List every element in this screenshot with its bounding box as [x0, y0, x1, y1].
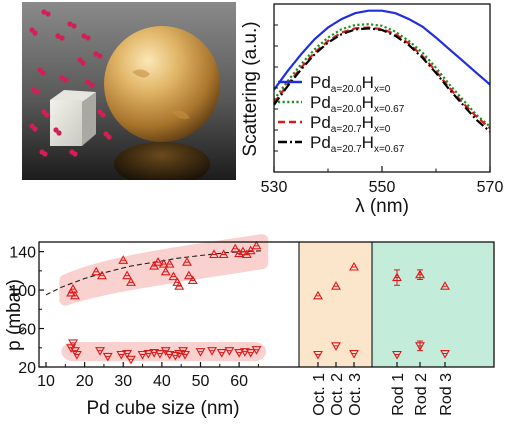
legend-entry-4: Pda=20.7Hx=0.67: [310, 133, 405, 155]
cube-data-glow: [59, 234, 269, 362]
pressure-x-axis-label: Pd cube size (nm): [86, 398, 239, 419]
legend-subscript: a=20.7: [331, 144, 362, 155]
legend-entry-2: Pda=20.0Hx=0.67: [310, 93, 405, 115]
hydrogen-molecules: [29, 9, 112, 157]
gold-sphere: [104, 26, 220, 142]
pressure-y-tick-label: 140: [9, 245, 36, 262]
category-absorption-point: [392, 272, 402, 282]
cube-absorption-point: [126, 277, 136, 286]
legend-mid: H: [362, 133, 374, 152]
legend-subscript: a=20.0: [331, 84, 362, 95]
pressure-x-tick-label: 20: [76, 373, 94, 390]
legend-mid: H: [362, 93, 374, 112]
cube-absorption-point: [182, 257, 192, 266]
cube-desorption-point: [95, 347, 106, 356]
cube-absorption-point: [245, 245, 256, 255]
spectra-x-tick-label: 530: [261, 179, 288, 196]
cube-absorption-point: [97, 270, 107, 280]
pressure-y-tick-label: 60: [18, 322, 36, 339]
cube-desorption-point: [207, 347, 218, 356]
legend-base: Pd: [310, 113, 331, 132]
legend-subscript: x=0: [374, 124, 391, 135]
legend-mid: H: [362, 113, 374, 132]
rods-band: [372, 242, 494, 367]
spectra-axes: 530 550 570: [261, 3, 504, 196]
pressure-x-tick-label: 50: [192, 373, 210, 390]
category-label: Oct. 1: [311, 373, 328, 416]
spectra-y-axis-label: Scattering (a.u.): [240, 21, 261, 156]
silver-cube: [50, 100, 82, 146]
cube-desorption-point: [245, 349, 256, 358]
cube-absorption-point: [122, 270, 133, 280]
spectra-legend: Pda=20.0Hx=0Pda=20.0Hx=0.67Pda=20.7Hx=0P…: [278, 73, 405, 155]
legend-mid: H: [362, 73, 374, 92]
cube-absorption-point: [183, 270, 194, 280]
spectrum-line-3: [273, 26, 491, 130]
cube-desorption-point: [224, 347, 235, 356]
pressure-y-tick-label: 20: [18, 360, 36, 377]
cube-absorption-point: [153, 257, 163, 266]
spectra-x-axis-label: λ (nm): [355, 196, 409, 217]
pressure-x-tick-label: 60: [230, 373, 248, 390]
spectrum-line-4: [273, 27, 491, 133]
sphere-reflection: [114, 142, 210, 180]
nanoparticle-render-image: [22, 2, 236, 180]
pressure-x-tick-label: 10: [37, 373, 55, 390]
cube-side: [82, 92, 96, 146]
category-label: Rod 1: [390, 373, 407, 416]
category-label: Rod 3: [438, 373, 455, 416]
spectra-x-tick-label: 550: [369, 179, 396, 196]
pressure-markers: [66, 240, 450, 365]
pressure-y-axis-label: p (mbar): [4, 279, 25, 351]
legend-entry-3: Pda=20.7Hx=0: [310, 113, 391, 135]
legend-base: Pd: [310, 73, 331, 92]
pressure-x-tick-label: 30: [114, 373, 132, 390]
category-label: Oct. 3: [347, 373, 364, 416]
pressure-y-tick-label: 100: [9, 283, 36, 300]
spectrum-line-2: [273, 23, 491, 128]
spectra-x-tick-label: 570: [477, 179, 504, 196]
cube-absorption-point: [118, 255, 129, 264]
cube-absorption-point: [187, 275, 198, 285]
category-absorption-point: [415, 269, 425, 279]
cube-desorption-point: [216, 349, 227, 358]
cube-desorption-point: [149, 349, 160, 358]
scattering-spectra-chart: 530 550 570 Pda=20.0Hx=0Pda=20.0Hx=0.67Pda…: [240, 3, 504, 217]
legend-subscript: a=20.0: [331, 104, 362, 115]
cube-desorption-point: [68, 339, 78, 349]
legend-subscript: x=0: [374, 84, 391, 95]
legend-base: Pd: [310, 93, 331, 112]
category-label: Oct. 2: [329, 373, 346, 416]
pressure-x-tick-label: 40: [153, 373, 171, 390]
cube-top: [50, 90, 96, 102]
legend-subscript: x=0.67: [374, 144, 405, 155]
cube-desorption-point: [126, 355, 136, 365]
legend-entry-1: Pda=20.0Hx=0: [310, 73, 391, 95]
spectrum-line-1: [273, 9, 491, 91]
spectra-series-group: [273, 9, 491, 133]
category-label: Rod 2: [413, 373, 430, 416]
legend-subscript: x=0.67: [374, 104, 405, 115]
pressure-plot-frame: [38, 241, 495, 368]
legend-base: Pd: [310, 133, 331, 152]
cube-desorption-point: [170, 351, 181, 361]
legend-subscript: a=20.7: [331, 124, 362, 135]
category-bands: [299, 242, 494, 367]
cube-desorption-point: [234, 349, 245, 358]
